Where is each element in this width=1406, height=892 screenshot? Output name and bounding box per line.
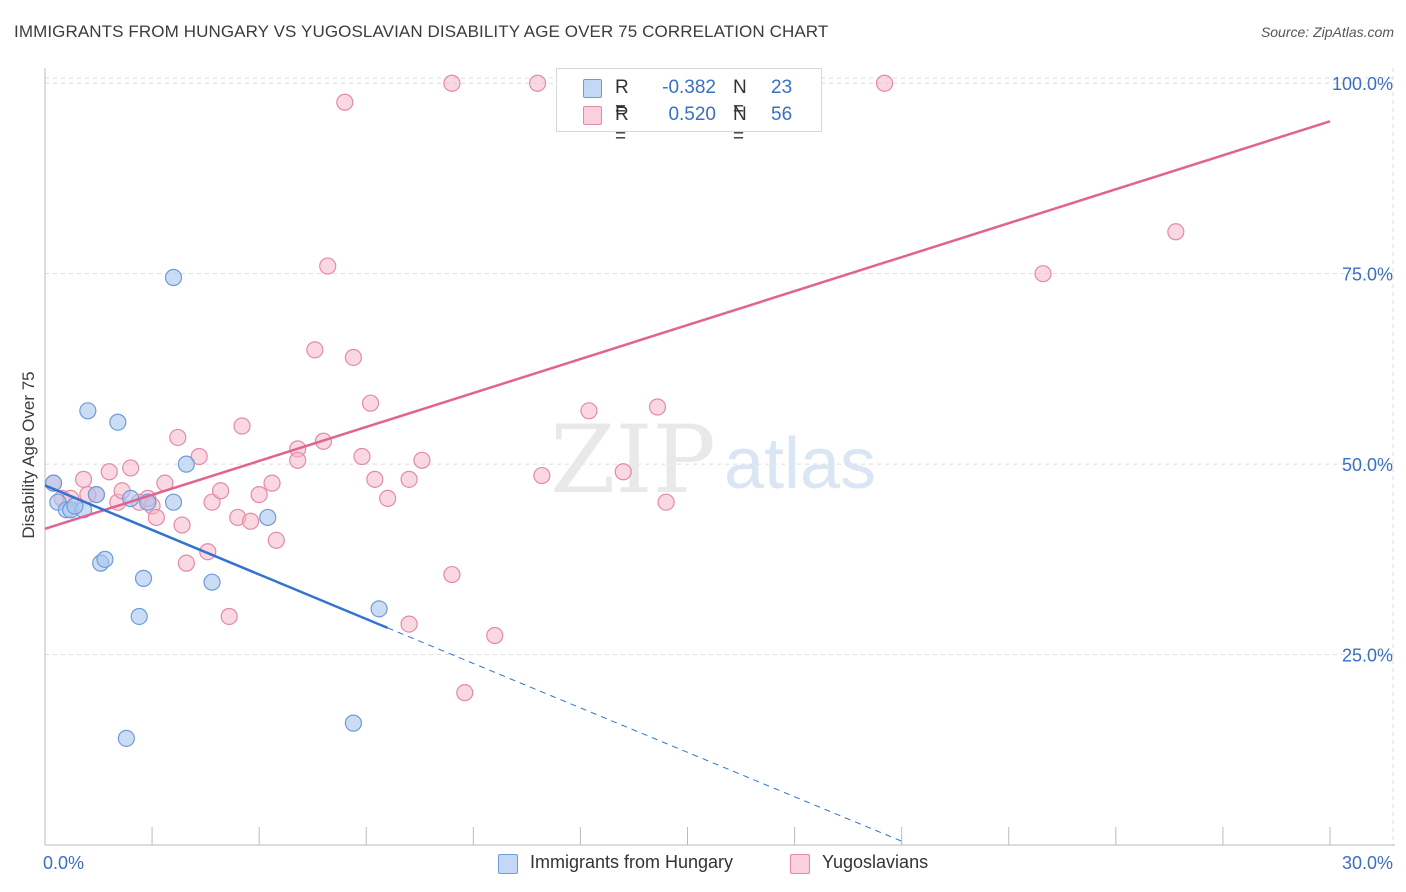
hungary-point <box>203 573 221 591</box>
legend-swatch-blue <box>498 854 518 874</box>
hungary-trend-line <box>44 484 389 630</box>
yugoslavians-point <box>528 74 547 92</box>
yugoslavians-points <box>44 74 1185 702</box>
hungary-point <box>79 402 97 420</box>
hungary-point <box>96 550 114 568</box>
hungary-trend-extension <box>387 627 902 842</box>
x-tick-label: 0.0% <box>43 853 84 873</box>
yugoslavians-point <box>361 394 380 412</box>
yugoslavians-point <box>336 93 354 111</box>
legend-r-label: R = <box>615 77 629 120</box>
yugoslavians-point <box>580 402 598 420</box>
x-tick-label: 30.0% <box>1342 853 1393 873</box>
legend-r-value: -0.382 <box>662 77 716 98</box>
hungary-point <box>370 600 388 618</box>
yugoslavians-point <box>443 565 461 584</box>
legend-n-value: 56 <box>771 104 793 125</box>
yugoslavians-point <box>614 463 632 481</box>
chart-title: IMMIGRANTS FROM HUNGARY VS YUGOSLAVIAN D… <box>14 22 829 41</box>
legend-r-value: 0.520 <box>668 104 716 125</box>
hungary-point <box>344 714 362 732</box>
tick-labels: 25.0% 50.0% 75.0% 100.0% 0.0% 30.0% <box>43 74 1393 873</box>
yugoslavians-point <box>353 447 371 466</box>
trend-lines <box>44 120 1331 842</box>
yugoslavians-point <box>366 470 384 488</box>
yugoslavians-point <box>648 398 667 416</box>
yugoslavians-point <box>657 493 675 511</box>
yugoslavians-point <box>456 684 474 702</box>
watermark-atlas: atlas <box>724 424 876 504</box>
stats-legend: R = -0.382 N = 23 R = 0.520 N = 56 <box>556 68 822 147</box>
yugoslavians-point <box>400 615 418 633</box>
yugoslavians-point <box>306 341 324 359</box>
hungary-point <box>164 268 183 287</box>
yugoslavians-point <box>190 447 208 466</box>
legend-r-label: R = <box>615 104 629 147</box>
yugoslavians-point <box>379 489 397 507</box>
yugoslavians-point <box>400 470 418 488</box>
yugoslavians-point <box>74 470 93 488</box>
yugoslavians-trend-line <box>44 120 1331 531</box>
legend-n-value: 23 <box>771 77 793 98</box>
y-tick-label: 75.0% <box>1342 265 1393 285</box>
yugoslavians-point <box>1167 223 1185 241</box>
y-tick-label: 50.0% <box>1342 455 1393 475</box>
hungary-point <box>259 508 277 527</box>
source-label: Source: ZipAtlas.com <box>1260 24 1394 40</box>
yugoslavians-point <box>169 428 187 447</box>
yugoslavians-point <box>173 516 191 534</box>
yugoslavians-point <box>242 512 260 530</box>
yugoslavians-point <box>147 508 165 527</box>
legend-label-yugoslavians: Yugoslavians <box>822 852 929 872</box>
watermark-zip: ZIP <box>550 406 716 515</box>
yugoslavians-point <box>233 417 251 435</box>
yugoslavians-point <box>203 493 221 511</box>
yugoslavians-point <box>443 74 461 92</box>
yugoslavians-point <box>1034 265 1052 283</box>
legend-label-hungary: Immigrants from Hungary <box>530 852 734 872</box>
yugoslavians-point <box>875 74 894 92</box>
yugoslavians-point <box>122 459 140 477</box>
y-tick-label: 100.0% <box>1332 74 1393 94</box>
yugoslavians-point <box>177 554 195 572</box>
axes <box>44 68 1395 846</box>
yugoslavians-point <box>100 463 118 481</box>
hungary-point <box>87 485 106 504</box>
yugoslavians-point <box>250 485 268 504</box>
legend-n-label: N = <box>733 104 747 147</box>
yugoslavians-point <box>319 257 337 275</box>
hungary-point <box>134 569 153 587</box>
y-tick-label: 25.0% <box>1342 646 1393 666</box>
yugoslavians-point <box>486 626 504 645</box>
legend-swatch-pink <box>790 854 810 874</box>
hungary-point <box>177 455 195 473</box>
legend-swatch-blue <box>583 79 602 98</box>
yugoslavians-point <box>413 451 431 469</box>
yugoslavians-point <box>267 531 285 549</box>
hungary-points <box>44 268 388 747</box>
yugoslavians-point <box>344 348 362 367</box>
grid-lines <box>45 68 1395 845</box>
hungary-point <box>130 607 148 626</box>
yugoslavians-point <box>212 482 230 500</box>
hungary-point <box>164 493 183 511</box>
y-axis-label: Disability Age Over 75 <box>19 371 38 538</box>
legend-n-label: N = <box>733 77 747 120</box>
yugoslavians-point <box>263 474 281 492</box>
hungary-point <box>109 413 127 431</box>
hungary-point <box>117 729 135 747</box>
legend-swatch-pink <box>583 106 602 125</box>
yugoslavians-point <box>220 607 238 626</box>
yugoslavians-point <box>289 451 307 469</box>
yugoslavians-point <box>533 466 551 485</box>
